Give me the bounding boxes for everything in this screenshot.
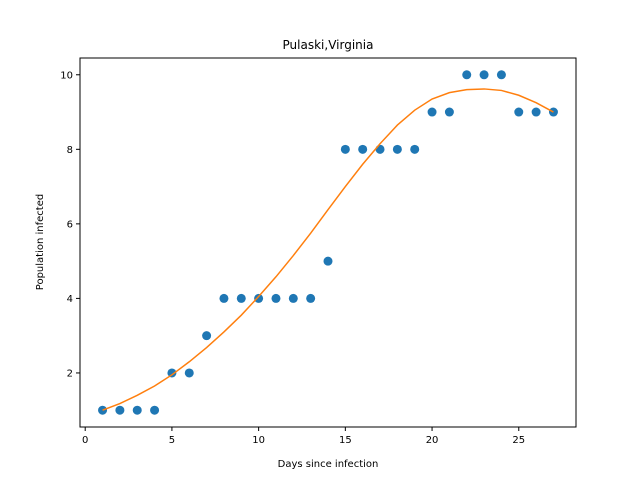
data-point (340, 144, 350, 154)
data-point (115, 405, 125, 415)
y-tick-label: 6 (67, 219, 73, 230)
data-point (150, 405, 160, 415)
axes-frame (79, 57, 577, 428)
x-tick-label: 0 (82, 435, 88, 446)
data-point (184, 368, 194, 378)
data-point (462, 70, 472, 80)
data-point (167, 368, 177, 378)
data-point (98, 405, 108, 415)
data-point (514, 107, 524, 117)
y-axis-label: Population infected (35, 194, 46, 290)
y-axis: 2 4 6 8 10 (60, 70, 80, 379)
x-axis: 0 5 10 15 20 25 (82, 427, 525, 446)
data-point (531, 107, 541, 117)
data-point (444, 107, 454, 117)
data-point (427, 107, 437, 117)
data-point (496, 70, 506, 80)
x-tick-label: 25 (512, 435, 525, 446)
fit-line (102, 88, 554, 411)
y-tick-label: 2 (67, 368, 73, 379)
y-tick-label: 10 (60, 70, 73, 81)
data-point (219, 293, 229, 303)
data-point (254, 293, 264, 303)
data-point (410, 144, 420, 154)
y-tick-label: 4 (67, 294, 73, 305)
plot-area (98, 70, 558, 415)
data-point (479, 70, 489, 80)
x-axis-label: Days since infection (278, 459, 379, 470)
data-point (392, 144, 402, 154)
data-point (288, 293, 298, 303)
chart-title: Pulaski,Virginia (283, 38, 374, 52)
x-tick-label: 15 (339, 435, 352, 446)
y-tick-label: 8 (67, 145, 73, 156)
data-point (358, 144, 368, 154)
data-point (236, 293, 246, 303)
data-point (375, 144, 385, 154)
x-tick-label: 5 (169, 435, 175, 446)
data-point (548, 107, 558, 117)
data-point (132, 405, 142, 415)
data-point (323, 256, 333, 266)
data-point (306, 293, 316, 303)
data-point (202, 331, 212, 341)
x-tick-label: 10 (252, 435, 265, 446)
data-point (271, 293, 281, 303)
x-tick-label: 20 (426, 435, 439, 446)
